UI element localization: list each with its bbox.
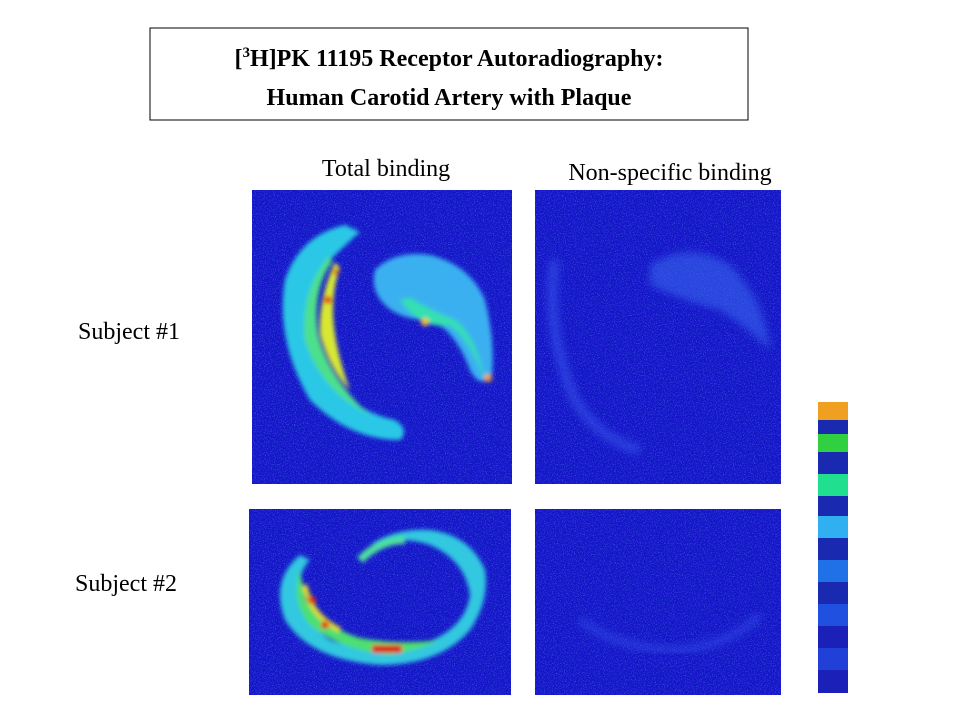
title-text: H]PK 11195 Receptor Autoradiography:	[250, 46, 664, 72]
column-header: Non-specific binding	[568, 160, 771, 186]
row-label: Subject #1	[78, 319, 180, 345]
row-label: Subject #2	[75, 571, 177, 597]
title-line-2: Human Carotid Artery with Plaque	[267, 85, 632, 111]
title-line-1: [3H]PK 11195 Receptor Autoradiography:	[234, 45, 663, 72]
autoradiograph	[249, 509, 511, 695]
column-header: Total binding	[322, 156, 450, 182]
autoradiograph	[535, 509, 781, 695]
autoradiograph	[252, 190, 512, 484]
autoradiograph	[535, 190, 781, 484]
color-scale	[818, 402, 848, 693]
title-superscript: 3	[242, 45, 250, 61]
title-prefix: [	[234, 46, 242, 72]
title-box	[149, 27, 749, 121]
